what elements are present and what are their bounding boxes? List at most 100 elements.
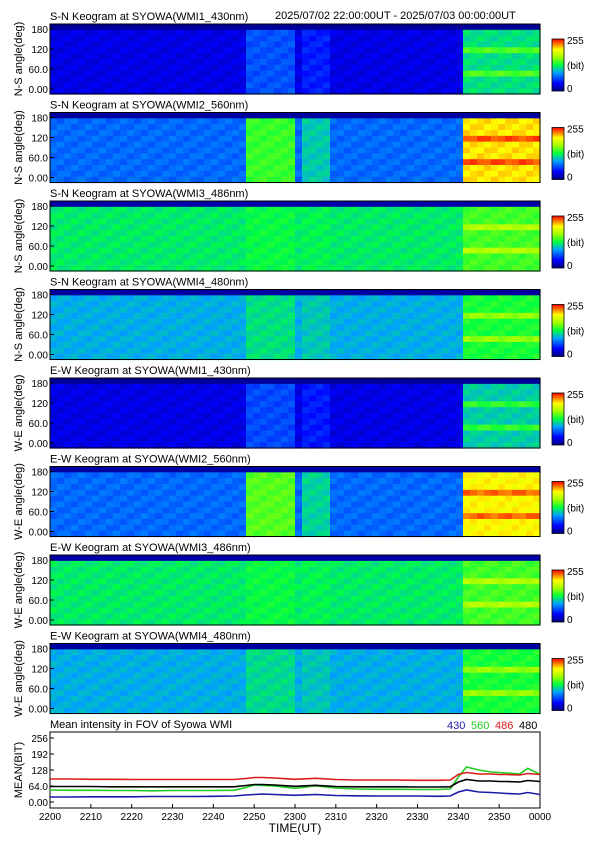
heatmap-cell bbox=[449, 436, 457, 443]
heatmap-cell bbox=[274, 135, 282, 143]
heatmap-cell bbox=[407, 530, 415, 538]
heatmap-cell bbox=[99, 513, 107, 520]
heatmap-cell bbox=[162, 342, 170, 349]
heatmap-cell bbox=[267, 176, 275, 184]
heatmap-cell bbox=[379, 519, 387, 526]
heatmap-cell bbox=[99, 259, 107, 266]
heatmap-cell bbox=[141, 41, 149, 48]
heatmap-cell bbox=[141, 413, 149, 420]
heatmap-cell bbox=[372, 265, 380, 272]
heatmap-cell bbox=[526, 59, 534, 66]
heatmap-cell bbox=[274, 301, 282, 308]
heatmap-cell bbox=[344, 165, 352, 172]
heatmap-cell bbox=[120, 218, 128, 225]
heatmap-cell bbox=[162, 141, 170, 149]
heatmap-cell bbox=[78, 353, 86, 361]
heatmap-cell bbox=[246, 159, 254, 166]
heatmap-cell bbox=[71, 212, 79, 220]
heatmap-cell bbox=[169, 170, 177, 178]
heatmap-cell bbox=[351, 47, 359, 54]
heatmap-cell bbox=[295, 336, 303, 343]
heatmap-cell bbox=[477, 76, 485, 83]
heatmap-cell bbox=[428, 484, 436, 491]
heatmap-cell bbox=[512, 289, 520, 296]
heatmap-cell bbox=[337, 41, 345, 48]
heatmap-cell bbox=[141, 418, 149, 426]
heatmap-cell bbox=[281, 472, 289, 479]
heatmap-cell bbox=[372, 29, 380, 37]
heatmap-cell bbox=[78, 430, 86, 437]
heatmap-cell bbox=[232, 201, 240, 208]
heatmap-cell bbox=[344, 466, 352, 473]
heatmap-cell bbox=[288, 495, 296, 503]
heatmap-cell bbox=[505, 307, 513, 314]
panel-title: S-N Keogram at SYOWA(WMI2_560nm) bbox=[50, 100, 248, 112]
heatmap-cell bbox=[99, 118, 107, 125]
heatmap-cell bbox=[162, 347, 170, 355]
heatmap-cell bbox=[267, 112, 275, 119]
heatmap-cell bbox=[323, 524, 331, 532]
heatmap-cell bbox=[484, 424, 492, 432]
heatmap-cell bbox=[428, 70, 436, 78]
heatmap-cell bbox=[232, 312, 240, 320]
heatmap-cell bbox=[92, 59, 100, 66]
heatmap-cell bbox=[421, 29, 429, 37]
heatmap-cell bbox=[218, 170, 226, 178]
heatmap-cell bbox=[267, 247, 275, 255]
heatmap-cell bbox=[505, 395, 513, 402]
heatmap-cell bbox=[204, 247, 212, 255]
heatmap-cell bbox=[239, 201, 247, 208]
heatmap-cell bbox=[288, 395, 296, 402]
heatmap-cell bbox=[190, 330, 198, 337]
heatmap-cell bbox=[477, 230, 485, 237]
heatmap-cell bbox=[407, 265, 415, 272]
panel-title: S-N Keogram at SYOWA(WMI1_430nm) bbox=[50, 11, 248, 23]
heatmap-cell bbox=[442, 401, 450, 408]
heatmap-cell bbox=[386, 530, 394, 538]
heatmap-cell bbox=[155, 484, 163, 491]
heatmap-cell bbox=[309, 407, 317, 414]
heatmap-cell bbox=[64, 218, 72, 225]
heatmap-cell bbox=[533, 206, 541, 214]
heatmap-cell bbox=[379, 159, 387, 166]
heatmap-cell bbox=[393, 201, 401, 208]
heatmap-cell bbox=[99, 253, 107, 260]
heatmap-cell bbox=[260, 212, 268, 220]
heatmap-cell bbox=[456, 201, 464, 208]
heatmap-cell bbox=[505, 153, 513, 160]
heatmap-cell bbox=[204, 88, 212, 95]
heatmap-cell bbox=[295, 484, 303, 491]
heatmap-cell bbox=[330, 147, 338, 154]
heatmap-cell bbox=[421, 224, 429, 231]
heatmap-cell bbox=[428, 88, 436, 95]
heatmap-cell bbox=[267, 495, 275, 503]
heatmap-cell bbox=[358, 236, 366, 243]
heatmap-cell bbox=[344, 59, 352, 66]
panel-ylabel: N-S angle(deg) bbox=[13, 199, 25, 274]
heatmap-cell bbox=[218, 253, 226, 260]
heatmap-cell bbox=[225, 24, 233, 31]
heatmap-cell bbox=[267, 253, 275, 260]
heatmap-cell bbox=[64, 336, 72, 343]
heatmap-cell bbox=[400, 484, 408, 491]
heatmap-cell bbox=[99, 24, 107, 31]
heatmap-cell bbox=[99, 176, 107, 184]
heatmap-cell bbox=[274, 64, 282, 72]
heatmap-cell bbox=[379, 88, 387, 95]
heatmap-cell bbox=[519, 76, 527, 83]
keogram-panel: S-N Keogram at SYOWA(WMI1_430nm)18012060… bbox=[13, 11, 584, 96]
heatmap-cell bbox=[274, 424, 282, 432]
heatmap-cell bbox=[176, 118, 184, 125]
heatmap-cell bbox=[197, 307, 205, 314]
heatmap-cell bbox=[428, 112, 436, 119]
heatmap-cell bbox=[246, 318, 254, 326]
heatmap-cell bbox=[197, 378, 205, 385]
heatmap-cell bbox=[400, 383, 408, 391]
heatmap-cell bbox=[155, 259, 163, 266]
heatmap-cell bbox=[85, 324, 93, 331]
heatmap-cell bbox=[330, 289, 338, 296]
heatmap-cell bbox=[99, 407, 107, 414]
heatmap-cell bbox=[204, 347, 212, 355]
heatmap-cell bbox=[71, 206, 79, 214]
heatmap-cell bbox=[239, 383, 247, 391]
